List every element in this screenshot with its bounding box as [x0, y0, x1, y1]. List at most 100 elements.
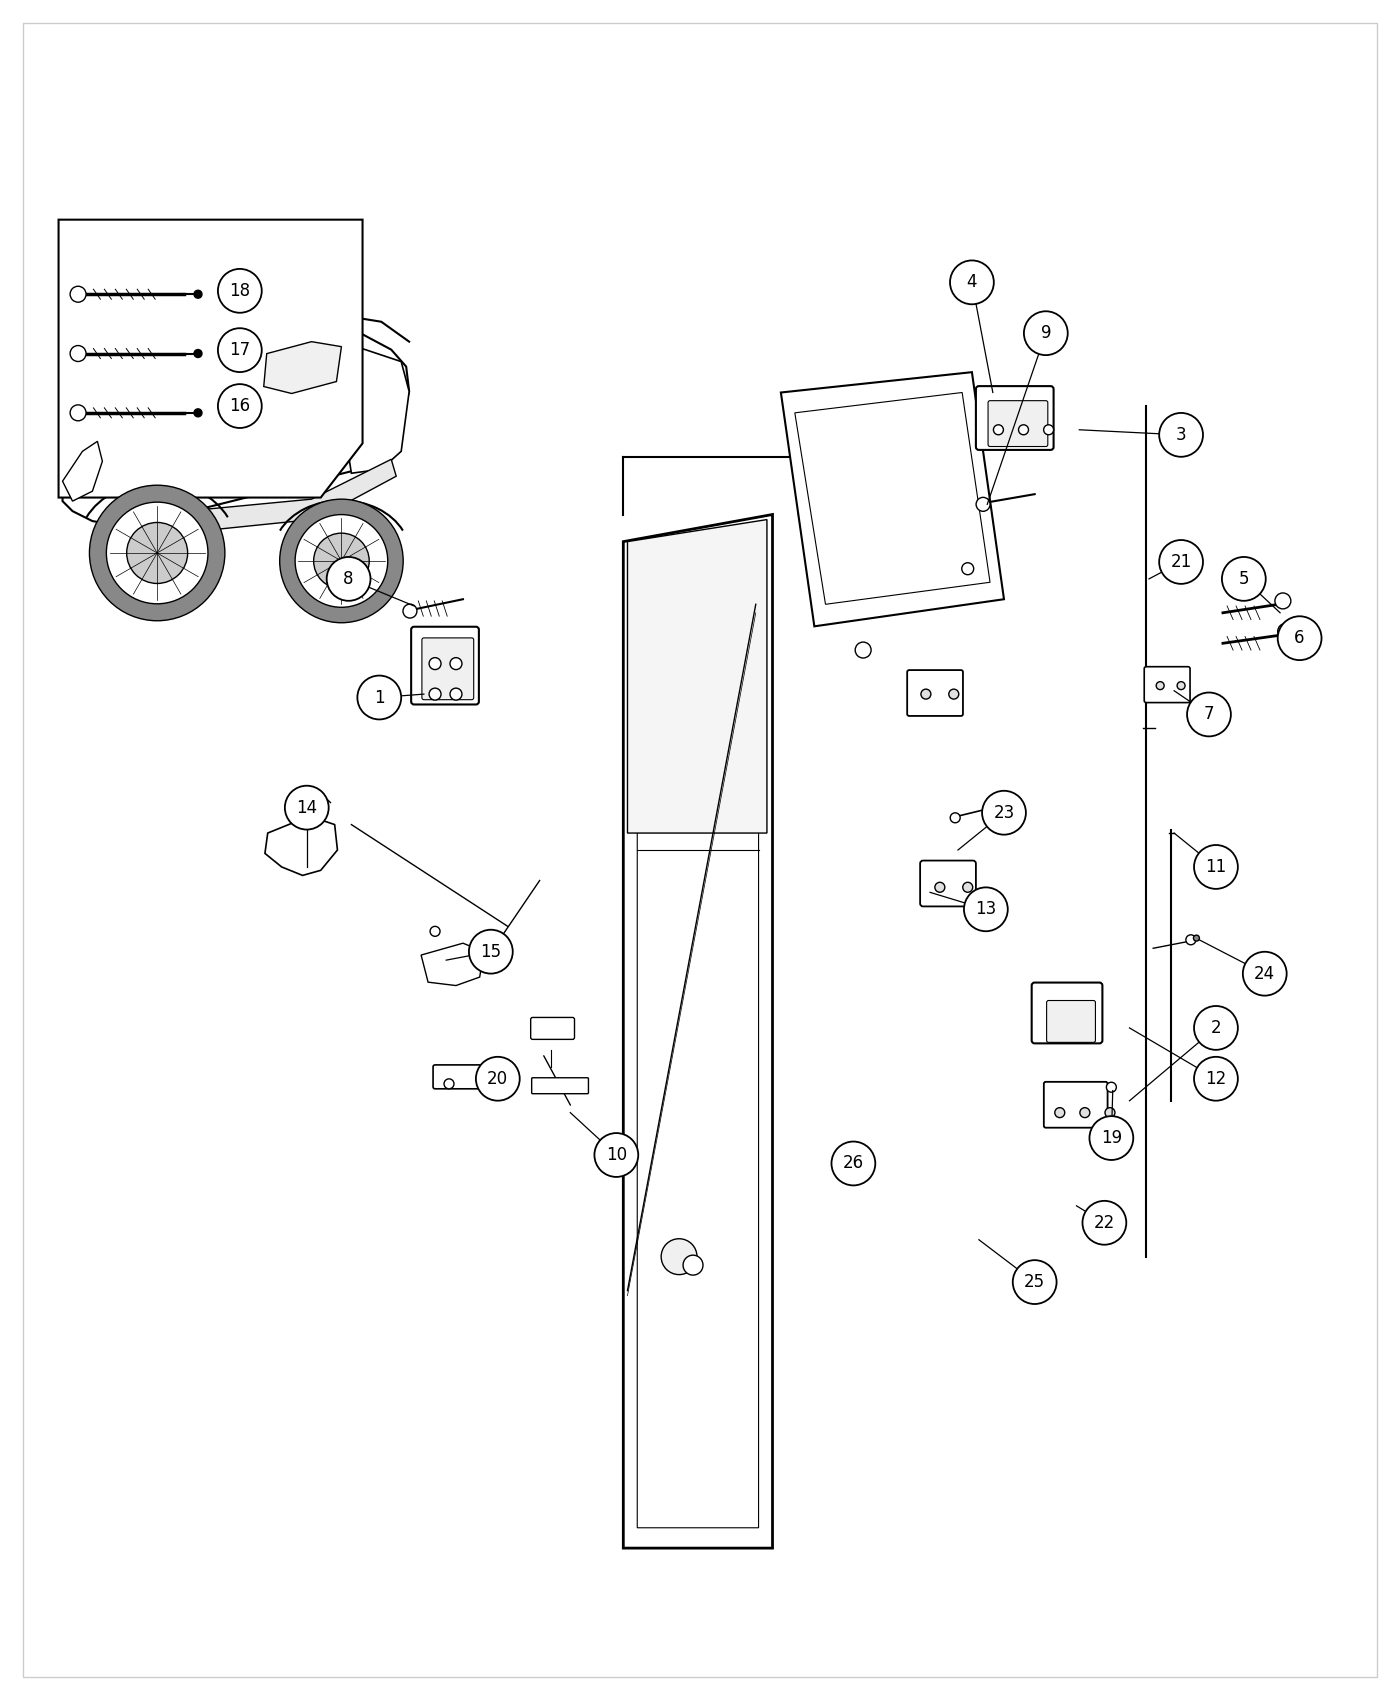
FancyBboxPatch shape — [532, 1078, 588, 1093]
Circle shape — [683, 1255, 703, 1275]
Text: 8: 8 — [343, 570, 354, 588]
Circle shape — [106, 502, 209, 604]
Circle shape — [976, 498, 990, 512]
Text: 6: 6 — [1295, 629, 1305, 648]
FancyBboxPatch shape — [531, 1018, 574, 1039]
Polygon shape — [795, 393, 990, 604]
FancyBboxPatch shape — [412, 627, 479, 704]
Circle shape — [921, 688, 931, 699]
Circle shape — [1222, 558, 1266, 600]
Circle shape — [1019, 425, 1029, 435]
Circle shape — [1194, 845, 1238, 889]
Text: 21: 21 — [1170, 552, 1191, 571]
Circle shape — [1278, 624, 1294, 639]
Text: 2: 2 — [1211, 1018, 1221, 1037]
FancyBboxPatch shape — [1032, 983, 1102, 1044]
Circle shape — [963, 882, 973, 893]
Circle shape — [1054, 1108, 1065, 1117]
Circle shape — [1156, 682, 1165, 690]
Text: 24: 24 — [1254, 964, 1275, 983]
Circle shape — [595, 1134, 638, 1176]
Circle shape — [1186, 935, 1196, 945]
Polygon shape — [102, 459, 396, 541]
Circle shape — [1159, 541, 1203, 583]
FancyBboxPatch shape — [1044, 1081, 1107, 1127]
Circle shape — [981, 790, 1026, 835]
Circle shape — [126, 522, 188, 583]
Circle shape — [195, 291, 202, 298]
Polygon shape — [59, 219, 363, 498]
Text: 25: 25 — [1025, 1273, 1046, 1290]
Circle shape — [951, 813, 960, 823]
Polygon shape — [63, 320, 409, 525]
Circle shape — [1043, 425, 1054, 435]
Circle shape — [403, 604, 417, 619]
Circle shape — [195, 408, 202, 416]
Circle shape — [935, 882, 945, 893]
Polygon shape — [623, 515, 773, 1549]
FancyBboxPatch shape — [421, 638, 473, 700]
Circle shape — [70, 405, 85, 422]
FancyBboxPatch shape — [1144, 666, 1190, 702]
Polygon shape — [781, 372, 1004, 626]
Polygon shape — [627, 520, 767, 833]
Circle shape — [280, 500, 403, 622]
Circle shape — [218, 269, 262, 313]
Circle shape — [832, 1141, 875, 1185]
Text: 17: 17 — [230, 342, 251, 359]
Circle shape — [218, 384, 262, 428]
Polygon shape — [346, 347, 409, 473]
Polygon shape — [265, 816, 337, 876]
Circle shape — [1193, 935, 1200, 942]
Circle shape — [949, 688, 959, 699]
Circle shape — [1187, 692, 1231, 736]
Circle shape — [1082, 1200, 1127, 1244]
Polygon shape — [637, 529, 759, 1528]
Text: 5: 5 — [1239, 570, 1249, 588]
Circle shape — [428, 688, 441, 700]
Text: 26: 26 — [843, 1154, 864, 1173]
FancyBboxPatch shape — [22, 22, 1378, 1678]
Text: 19: 19 — [1100, 1129, 1121, 1148]
Circle shape — [1079, 1108, 1089, 1117]
Circle shape — [70, 286, 85, 303]
Circle shape — [661, 1239, 697, 1275]
Text: 12: 12 — [1205, 1069, 1226, 1088]
Circle shape — [1194, 1006, 1238, 1051]
Circle shape — [469, 930, 512, 974]
Circle shape — [449, 658, 462, 670]
Circle shape — [357, 675, 402, 719]
Circle shape — [962, 563, 974, 575]
Circle shape — [284, 785, 329, 830]
Circle shape — [314, 534, 370, 588]
Text: 11: 11 — [1205, 858, 1226, 876]
Circle shape — [1177, 682, 1184, 690]
Text: 3: 3 — [1176, 427, 1186, 444]
Text: 22: 22 — [1093, 1214, 1114, 1232]
Circle shape — [449, 688, 462, 700]
Circle shape — [295, 515, 388, 607]
Circle shape — [1012, 1260, 1057, 1304]
FancyBboxPatch shape — [907, 670, 963, 716]
Polygon shape — [421, 944, 484, 986]
Circle shape — [951, 260, 994, 304]
Circle shape — [1194, 1057, 1238, 1100]
Text: 4: 4 — [966, 274, 977, 291]
Circle shape — [218, 328, 262, 372]
Circle shape — [428, 658, 441, 670]
Circle shape — [1243, 952, 1287, 996]
Text: 9: 9 — [1040, 325, 1051, 342]
Text: 10: 10 — [606, 1146, 627, 1165]
FancyBboxPatch shape — [920, 860, 976, 906]
Text: 7: 7 — [1204, 706, 1214, 724]
Circle shape — [1106, 1083, 1116, 1091]
Text: 20: 20 — [487, 1069, 508, 1088]
Circle shape — [1105, 1108, 1114, 1117]
Text: 13: 13 — [976, 901, 997, 918]
Circle shape — [855, 643, 871, 658]
Circle shape — [195, 350, 202, 357]
Circle shape — [1089, 1117, 1133, 1159]
Circle shape — [1278, 617, 1322, 660]
Text: 23: 23 — [994, 804, 1015, 821]
Circle shape — [476, 1057, 519, 1100]
